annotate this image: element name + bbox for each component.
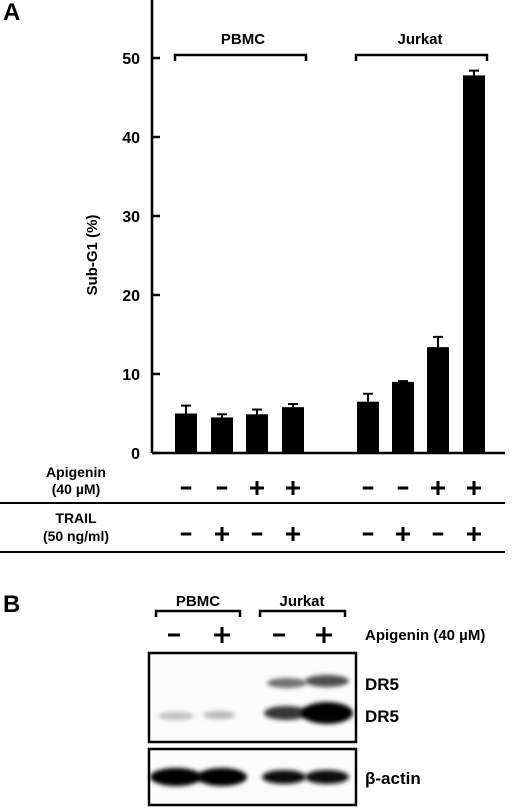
dr5-blot: DR5 DR5	[147, 651, 399, 744]
dr5-upper-band-jurkat-minus	[267, 678, 307, 688]
y-tick-label: 10	[122, 367, 140, 384]
actin-band-4	[305, 770, 349, 784]
group-bracket-jurkat: Jurkat	[354, 31, 489, 61]
bar	[357, 401, 379, 453]
dr5-lower-band-pbmc-plus	[203, 711, 235, 719]
y-tick-label: 0	[131, 446, 140, 463]
actin-blot: β-actin	[147, 747, 421, 807]
bars	[175, 69, 485, 453]
apigenin-label-line2: (40 µM)	[52, 481, 101, 497]
signs-row-apigenin	[180, 481, 481, 495]
panel-a: A 0 10 20 30 40 50 Sub-G1 (%) PBMC Jurkat Api…	[0, 0, 505, 553]
blot-group-label-jurkat: Jurkat	[279, 593, 324, 610]
blot-group-label-pbmc: PBMC	[176, 593, 220, 610]
y-axis-label: Sub-G1 (%)	[84, 215, 101, 296]
actin-band-3	[262, 770, 306, 784]
panel-b: B PBMC Jurkat Apigenin (40 µM) DR5 DR5	[3, 591, 485, 807]
dr5-upper-label: DR5	[365, 675, 399, 694]
group-label-jurkat: Jurkat	[397, 31, 442, 48]
dr5-lower-band-jurkat-minus	[264, 706, 308, 720]
blot-group-pbmc: PBMC	[154, 593, 242, 617]
bar	[246, 414, 268, 453]
group-bracket-pbmc: PBMC	[173, 31, 308, 61]
blot-apigenin-label: Apigenin (40 µM)	[365, 627, 485, 644]
dr5-upper-band-jurkat-plus	[305, 675, 349, 687]
apigenin-label-line1: Apigenin	[46, 464, 106, 480]
bar	[463, 75, 485, 453]
y-ticks: 0 10 20 30 40 50	[122, 51, 160, 463]
y-tick-label: 20	[122, 288, 140, 305]
panel-a-letter: A	[3, 0, 20, 26]
blot-group-jurkat: Jurkat	[258, 593, 347, 617]
y-tick-label: 30	[122, 209, 140, 226]
dr5-lower-label: DR5	[365, 707, 399, 726]
y-tick-label: 50	[122, 51, 140, 68]
bar	[427, 347, 449, 453]
bar	[175, 413, 197, 453]
bar	[282, 407, 304, 453]
blot-apigenin-signs	[168, 627, 332, 643]
y-tick-label: 40	[122, 130, 140, 147]
signs-row-trail	[180, 527, 481, 541]
treatment-table: Apigenin (40 µM) TRAIL (50 ng/ml)	[0, 464, 505, 553]
trail-label-line1: TRAIL	[55, 510, 97, 526]
actin-label: β-actin	[365, 769, 421, 788]
bar	[392, 381, 414, 453]
panel-b-letter: B	[3, 591, 20, 618]
dr5-blot-frame	[147, 651, 358, 744]
trail-label-line2: (50 ng/ml)	[43, 528, 109, 544]
dr5-lower-band-pbmc-minus	[158, 712, 194, 720]
actin-band-1	[150, 768, 202, 786]
actin-band-2	[197, 768, 247, 786]
group-label-pbmc: PBMC	[221, 31, 265, 48]
bar	[211, 417, 233, 453]
dr5-lower-band-jurkat-plus	[301, 702, 353, 724]
